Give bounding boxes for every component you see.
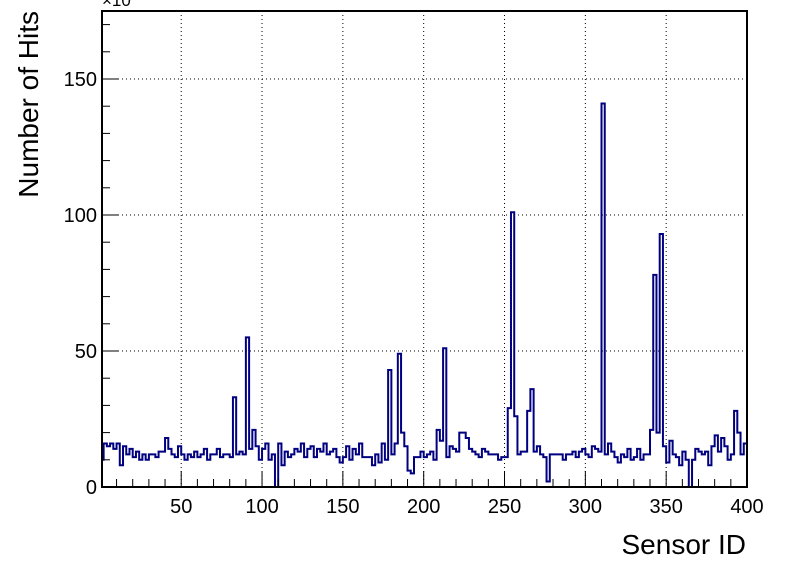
x-tick-label: 400: [730, 496, 763, 518]
x-tick-label: 50: [170, 496, 192, 518]
y-tick-label: 150: [64, 69, 97, 91]
x-tick-label: 150: [326, 496, 359, 518]
tick-labels: 50 100 150 200 250 300 350 400 0 50 100 150: [64, 69, 764, 518]
y-tick-label: 0: [86, 477, 97, 499]
y-axis-multiplier-label: ×10: [102, 0, 131, 10]
plot-frame: [101, 10, 748, 488]
histogram-series-line: [102, 102, 747, 488]
x-tick-label: 250: [488, 496, 521, 518]
axis-ticks: [102, 24, 748, 488]
y-tick-label: 100: [64, 205, 97, 227]
y-axis-title: Number of Hits: [13, 11, 44, 198]
gridlines: [102, 11, 747, 487]
x-tick-label: 350: [649, 496, 682, 518]
x-axis-title: Sensor ID: [622, 529, 747, 560]
y-tick-label: 50: [75, 341, 97, 363]
x-tick-label: 200: [407, 496, 440, 518]
x-tick-label: 300: [569, 496, 602, 518]
x-tick-label: 100: [245, 496, 278, 518]
